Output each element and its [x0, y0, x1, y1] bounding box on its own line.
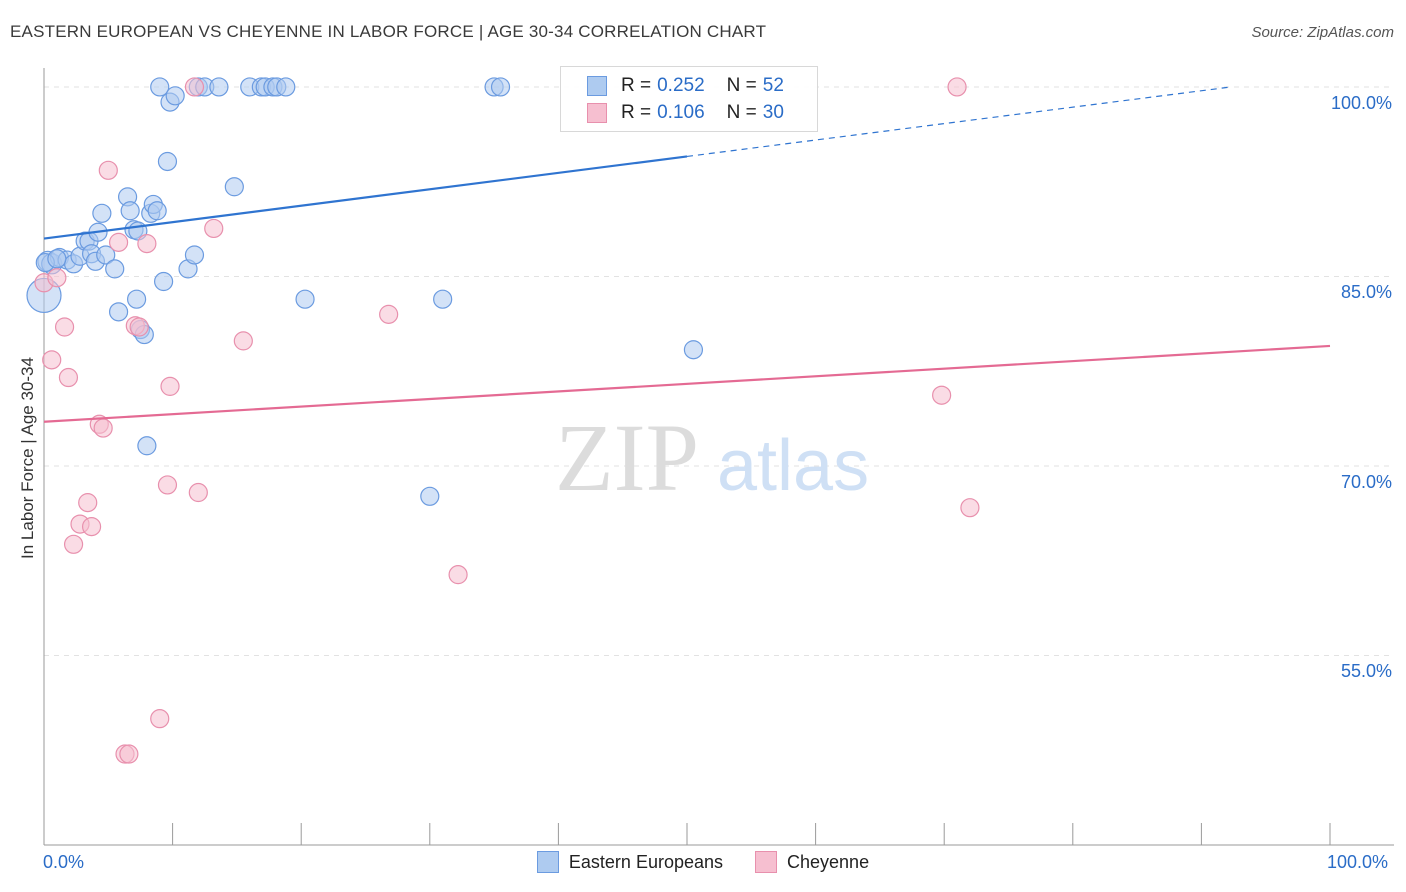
legend-swatch-pink	[587, 103, 607, 123]
data-point	[233, 331, 253, 351]
y-tick-label: 70.0%	[1340, 471, 1392, 492]
data-point	[129, 317, 149, 337]
data-point	[209, 77, 229, 97]
series-name: Eastern Europeans	[568, 851, 724, 872]
trend-line	[43, 155, 688, 240]
data-point	[157, 151, 178, 172]
legend-r-label: R =	[621, 75, 652, 96]
data-point	[150, 77, 170, 97]
x-tick-label-min: 0.0%	[43, 852, 85, 872]
legend-n-value: 52	[762, 75, 784, 96]
legend-row-eastern-europeans: R = 0.252 N = 52	[587, 73, 784, 99]
data-point	[137, 436, 157, 456]
data-point	[153, 271, 174, 292]
data-point	[96, 245, 116, 265]
data-point	[276, 77, 296, 97]
trend-line-extension	[686, 86, 1232, 158]
data-point	[420, 486, 440, 506]
series-legend-eastern-europeans: Eastern Europeans	[536, 851, 724, 873]
legend-n-label: N =	[726, 75, 757, 96]
legend-r-value: 0.252	[657, 75, 705, 96]
data-point	[683, 340, 704, 360]
data-point	[120, 201, 140, 221]
legend-r-value: 0.106	[657, 102, 705, 123]
data-point	[184, 245, 205, 265]
data-point	[224, 177, 244, 197]
data-point	[490, 77, 511, 97]
watermark-zip: ZIP	[555, 404, 699, 511]
data-point	[448, 565, 468, 585]
y-axis-label: In Labor Force | Age 30-34	[18, 357, 37, 559]
data-point	[105, 259, 125, 279]
chart-title: EASTERN EUROPEAN VS CHEYENNE IN LABOR FO…	[10, 22, 767, 41]
grid-lines	[44, 86, 1394, 656]
data-point	[295, 289, 315, 309]
data-point	[108, 232, 129, 252]
y-tick-label: 85.0%	[1340, 282, 1392, 303]
watermark-atlas: atlas	[717, 426, 869, 506]
series-legend-cheyenne: Cheyenne	[755, 851, 869, 873]
data-point	[184, 77, 205, 97]
data-point	[433, 289, 453, 309]
data-point	[47, 249, 67, 269]
data-point	[58, 367, 79, 388]
data-point	[63, 534, 84, 554]
data-point	[137, 234, 157, 254]
series-name: Cheyenne	[787, 851, 870, 872]
legend-n-value: 30	[762, 102, 784, 123]
data-point	[54, 317, 75, 337]
data-point	[157, 475, 178, 495]
data-point	[93, 418, 113, 438]
watermark: ZIP atlas	[555, 404, 869, 511]
trend-lines	[43, 86, 1331, 423]
data-points	[26, 77, 980, 764]
data-point	[947, 77, 967, 97]
legend-row-cheyenne: R = 0.106 N = 30	[587, 100, 784, 126]
data-point	[379, 304, 399, 324]
data-point	[126, 289, 147, 309]
stats-legend: R = 0.252 N = 52 R = 0.106 N = 30	[560, 66, 818, 132]
data-point	[42, 350, 62, 370]
data-point	[932, 385, 952, 405]
y-tick-label: 55.0%	[1340, 661, 1392, 682]
data-point	[108, 302, 129, 322]
data-point	[147, 201, 167, 221]
legend-r-label: R =	[621, 102, 652, 123]
chart-source: Source: ZipAtlas.com	[1251, 24, 1394, 41]
data-point	[78, 493, 98, 513]
trend-line	[43, 344, 1331, 423]
data-point	[160, 376, 180, 396]
data-point	[92, 203, 112, 223]
data-point	[98, 160, 118, 180]
data-point	[150, 709, 170, 729]
data-point	[165, 86, 185, 106]
axes	[43, 68, 1394, 846]
series-legend: Eastern Europeans Cheyenne	[0, 851, 1406, 873]
series-swatch-blue	[536, 851, 559, 873]
data-point	[119, 744, 139, 764]
legend-n-label: N =	[726, 102, 757, 123]
data-point	[81, 517, 102, 537]
data-point	[188, 482, 208, 503]
series-swatch-pink	[755, 851, 778, 873]
data-point	[960, 498, 980, 518]
legend-swatch-blue	[587, 76, 607, 96]
data-point	[47, 268, 67, 288]
data-point	[204, 218, 224, 239]
y-tick-label: 100.0%	[1330, 92, 1392, 113]
x-tick-label-max: 100.0%	[1327, 852, 1389, 872]
